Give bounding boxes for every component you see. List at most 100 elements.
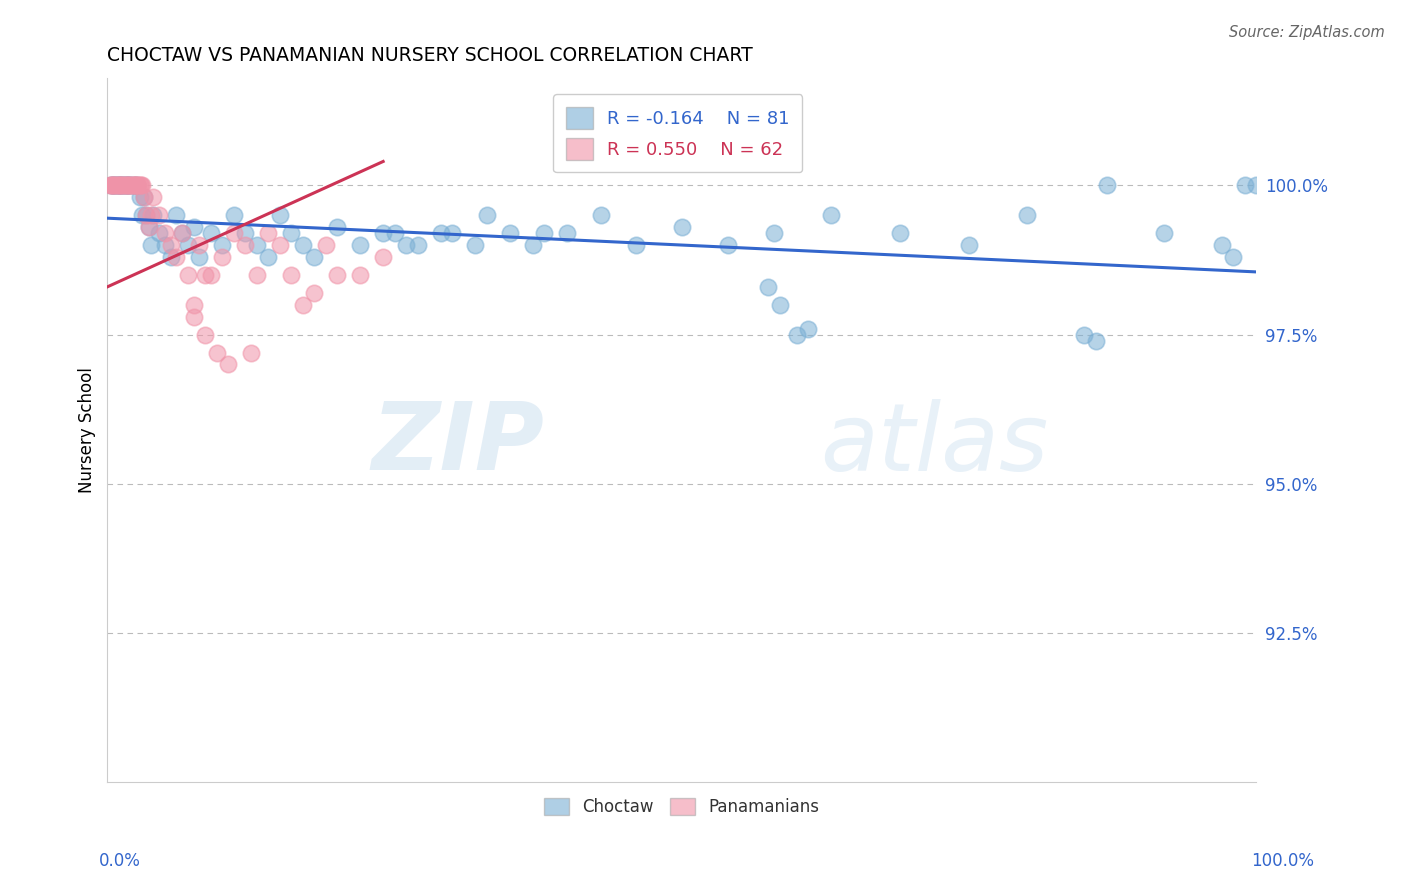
Point (142, 190, 165, 204)
Point (111, 178, 134, 193)
Point (108, 178, 131, 193)
Point (122, 178, 145, 193)
Point (555, 226, 578, 240)
Point (114, 178, 136, 193)
Point (441, 226, 464, 240)
Point (257, 226, 280, 240)
Point (108, 178, 131, 193)
Point (114, 178, 136, 193)
Point (406, 238, 429, 252)
Y-axis label: Nursery School: Nursery School (79, 368, 96, 493)
Point (384, 226, 406, 240)
Point (194, 327, 217, 342)
Point (124, 178, 146, 193)
Point (280, 226, 302, 240)
Point (131, 178, 153, 193)
Point (373, 226, 395, 240)
Point (498, 226, 520, 240)
Point (138, 220, 160, 235)
Point (127, 178, 149, 193)
Point (177, 268, 200, 282)
Point (107, 178, 129, 193)
Point (429, 226, 451, 240)
Point (183, 220, 205, 235)
Point (624, 238, 647, 252)
Point (131, 208, 153, 222)
Point (104, 178, 127, 193)
Point (98, 178, 121, 193)
Legend: Choctaw, Panamanians: Choctaw, Panamanians (536, 790, 828, 825)
Point (177, 238, 200, 252)
Point (139, 238, 162, 252)
Point (148, 208, 170, 222)
Point (165, 208, 187, 222)
Text: Source: ZipAtlas.com: Source: ZipAtlas.com (1229, 25, 1385, 40)
Point (222, 208, 245, 222)
Point (211, 238, 233, 252)
Point (349, 238, 371, 252)
Point (121, 178, 143, 193)
Point (475, 208, 498, 222)
Point (100, 178, 122, 193)
Point (110, 178, 132, 193)
Point (148, 226, 170, 240)
Point (153, 226, 176, 240)
Text: 0.0%: 0.0% (98, 852, 141, 870)
Point (111, 178, 134, 193)
Point (889, 226, 911, 240)
Point (101, 178, 124, 193)
Point (124, 178, 146, 193)
Point (1246, 178, 1268, 193)
Point (717, 238, 740, 252)
Point (291, 238, 314, 252)
Point (159, 238, 181, 252)
Point (957, 238, 980, 252)
Point (326, 220, 349, 235)
Point (128, 178, 150, 193)
Point (373, 250, 395, 264)
Point (820, 208, 842, 222)
Point (108, 178, 131, 193)
Point (246, 268, 269, 282)
Text: atlas: atlas (820, 399, 1047, 490)
Point (118, 178, 141, 193)
Point (533, 226, 555, 240)
Point (159, 250, 181, 264)
Point (135, 208, 157, 222)
Point (200, 268, 222, 282)
Point (1015, 208, 1038, 222)
Point (103, 178, 125, 193)
Point (105, 178, 128, 193)
Point (105, 178, 128, 193)
Point (112, 178, 135, 193)
Text: 100.0%: 100.0% (1251, 852, 1315, 870)
Point (129, 178, 152, 193)
Point (117, 178, 139, 193)
Point (183, 298, 205, 312)
Point (315, 238, 337, 252)
Text: CHOCTAW VS PANAMANIAN NURSERY SCHOOL CORRELATION CHART: CHOCTAW VS PANAMANIAN NURSERY SCHOOL COR… (107, 46, 754, 65)
Point (170, 226, 193, 240)
Text: ZIP: ZIP (371, 398, 544, 491)
Point (134, 190, 156, 204)
Point (112, 178, 135, 193)
Point (142, 208, 165, 222)
Point (395, 238, 418, 252)
Point (135, 208, 157, 222)
Point (188, 238, 211, 252)
Point (121, 178, 143, 193)
Point (211, 250, 233, 264)
Point (233, 226, 256, 240)
Point (1211, 238, 1233, 252)
Point (349, 268, 371, 282)
Point (326, 268, 349, 282)
Point (291, 298, 314, 312)
Point (1233, 178, 1256, 193)
Point (257, 250, 280, 264)
Point (110, 178, 132, 193)
Point (522, 238, 544, 252)
Point (101, 178, 124, 193)
Point (134, 190, 156, 204)
Point (121, 178, 143, 193)
Point (165, 250, 187, 264)
